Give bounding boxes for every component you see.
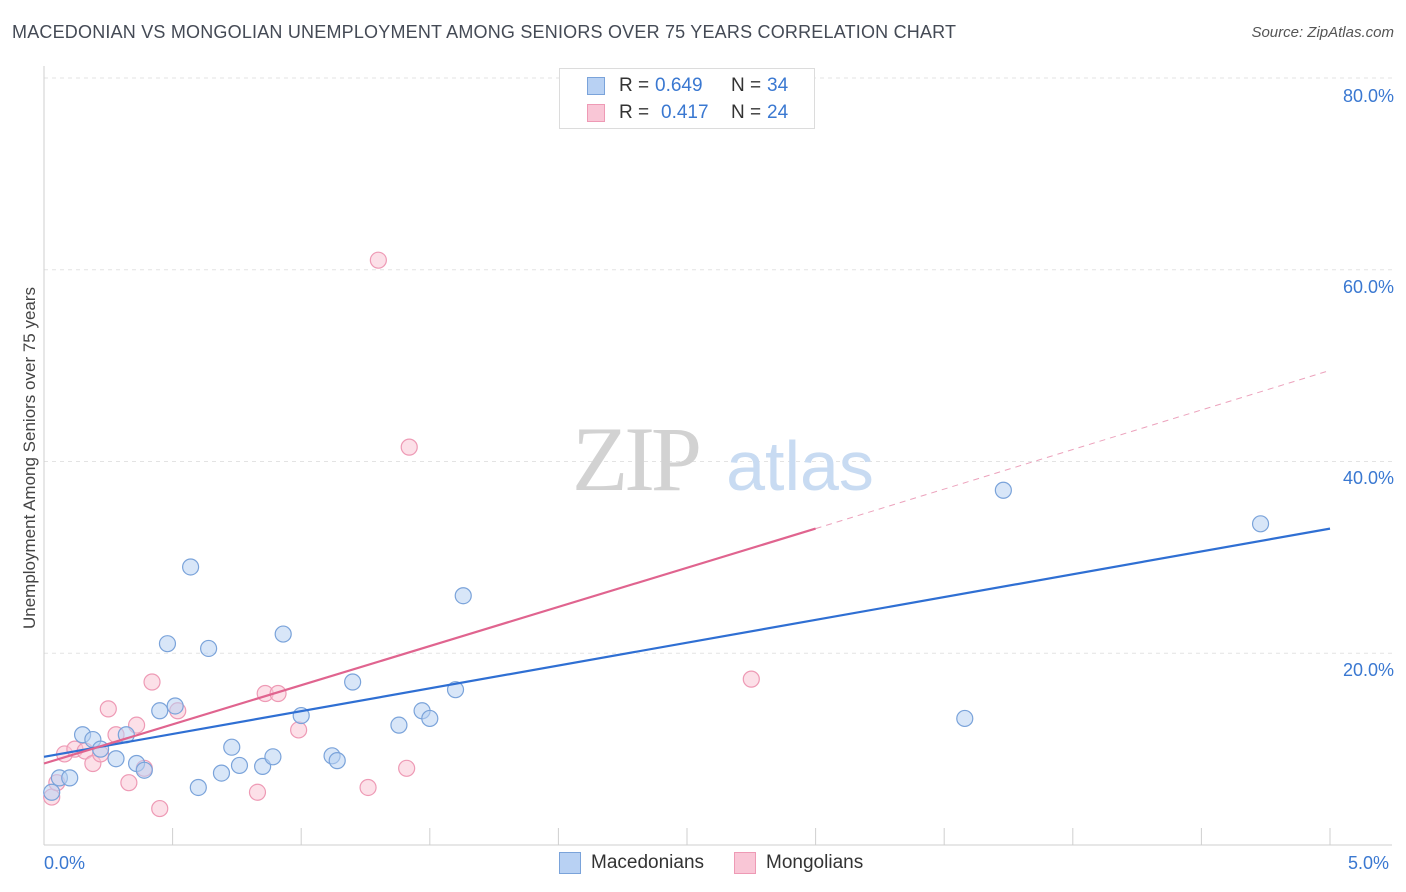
macedonians-point[interactable] xyxy=(328,752,346,770)
legend-label: Mongolians xyxy=(766,852,864,873)
macedonians-point[interactable] xyxy=(182,558,200,576)
y-tick-label: 20.0% xyxy=(1342,660,1394,680)
macedonians-swatch xyxy=(587,77,605,95)
mongolians-point[interactable] xyxy=(269,684,287,703)
n-label: N = xyxy=(731,102,762,123)
macedonians-point[interactable] xyxy=(107,750,125,768)
legend-label: Macedonians xyxy=(591,852,705,873)
macedonians-point[interactable] xyxy=(454,587,472,605)
watermark-atlas: atlas xyxy=(726,427,874,505)
mongolians-point[interactable] xyxy=(99,700,117,718)
y-tick-label: 40.0% xyxy=(1342,468,1394,488)
n-value: 24 xyxy=(767,102,789,123)
r-label: R = xyxy=(619,75,650,96)
mongolians-point[interactable] xyxy=(120,774,138,792)
trend-lines xyxy=(43,369,1331,765)
macedonians-points xyxy=(43,481,1270,801)
mongolians-point[interactable] xyxy=(248,783,267,801)
mongolians-swatch xyxy=(587,104,605,122)
mongolians-swatch xyxy=(734,852,757,874)
macedonians-point[interactable] xyxy=(421,709,439,728)
r-value: 0.649 xyxy=(655,75,703,96)
axes xyxy=(43,66,1392,846)
n-label: N = xyxy=(731,75,762,96)
mongolians-point[interactable] xyxy=(400,438,418,456)
macedonians-point[interactable] xyxy=(344,673,362,691)
legend-item-mongolians[interactable]: Mongolians xyxy=(734,852,863,874)
macedonians-point[interactable] xyxy=(212,764,231,782)
mongolians-point[interactable] xyxy=(742,670,760,688)
grid xyxy=(44,77,1392,654)
y-tick-label: 80.0% xyxy=(1342,86,1394,106)
mongolians-point[interactable] xyxy=(151,799,169,818)
series-legend: Macedonians Mongolians xyxy=(559,852,893,874)
watermark-zip: ZIP xyxy=(572,408,699,510)
mongolians-trend-extension xyxy=(815,369,1331,530)
correlation-legend: R = 0.649 N = 34 R = 0.417 N = 24 xyxy=(559,68,815,129)
mongolians-point[interactable] xyxy=(143,673,161,691)
macedonians-point[interactable] xyxy=(230,756,249,775)
macedonians-point[interactable] xyxy=(446,681,465,699)
legend-row-macedonians: R = 0.649 N = 34 xyxy=(560,74,788,98)
y-axis-label: Unemployment Among Seniors over 75 years xyxy=(20,286,39,630)
x-tick-label: 5.0% xyxy=(1348,853,1390,873)
macedonians-point[interactable] xyxy=(61,769,79,787)
r-value: 0.417 xyxy=(661,102,709,123)
macedonians-point[interactable] xyxy=(264,748,282,766)
macedonians-point[interactable] xyxy=(135,761,153,779)
legend-row-mongolians: R = 0.417 N = 24 xyxy=(560,101,788,125)
macedonians-point[interactable] xyxy=(200,639,218,658)
mongolians-point[interactable] xyxy=(290,721,308,739)
r-label: R = xyxy=(619,102,650,123)
macedonians-point[interactable] xyxy=(223,738,241,756)
n-value: 34 xyxy=(767,75,789,96)
chart-title: MACEDONIAN VS MONGOLIAN UNEMPLOYMENT AMO… xyxy=(12,22,957,42)
macedonians-trend-line xyxy=(43,527,1331,758)
source-label: Source: ZipAtlas.com xyxy=(1251,24,1394,41)
legend-item-macedonians[interactable]: Macedonians xyxy=(559,852,704,874)
x-tick-label: 0.0% xyxy=(44,853,86,873)
macedonians-point[interactable] xyxy=(994,481,1012,499)
macedonians-point[interactable] xyxy=(1251,515,1270,533)
macedonians-point[interactable] xyxy=(166,697,184,715)
mongolians-point[interactable] xyxy=(398,759,416,777)
mongolians-trend-line xyxy=(43,527,816,765)
macedonians-swatch xyxy=(559,852,581,874)
mongolians-point[interactable] xyxy=(359,778,377,797)
macedonians-point[interactable] xyxy=(151,702,169,720)
macedonians-point[interactable] xyxy=(956,709,974,728)
macedonians-point[interactable] xyxy=(158,635,177,653)
macedonians-point[interactable] xyxy=(189,778,207,797)
mongolians-point[interactable] xyxy=(369,251,387,269)
macedonians-point[interactable] xyxy=(43,783,61,801)
macedonians-point[interactable] xyxy=(274,625,292,643)
y-tick-label: 60.0% xyxy=(1342,277,1394,297)
macedonians-point[interactable] xyxy=(390,716,408,734)
